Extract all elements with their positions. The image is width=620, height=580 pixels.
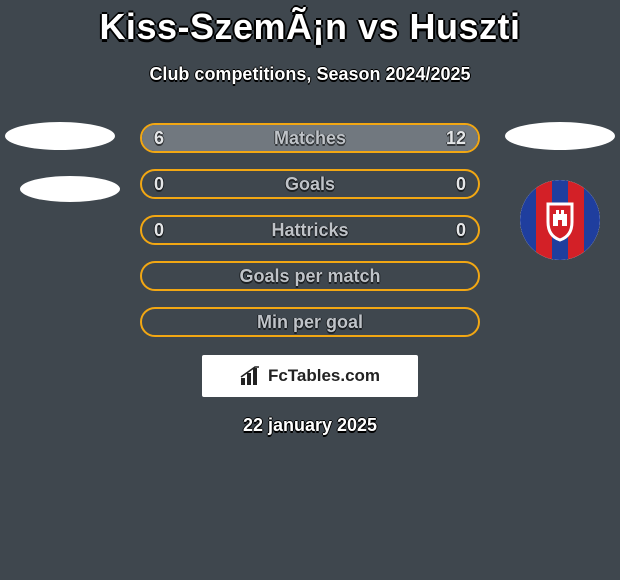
bar-chart-icon	[240, 366, 262, 386]
player-left-ellipse-2	[20, 176, 120, 202]
stat-label: Goals	[142, 171, 478, 197]
stat-value-left: 0	[154, 217, 164, 243]
brand-box: FcTables.com	[202, 355, 418, 397]
player-right-ellipse-1	[505, 122, 615, 150]
infographic-stage: Kiss-SzemÃ¡n vs Huszti Club competitions…	[0, 0, 620, 580]
player-left-ellipse-1	[5, 122, 115, 150]
stat-row: Matches6 12	[140, 123, 480, 153]
stat-value-right: 12	[446, 125, 466, 151]
stat-row: Goals0 0	[140, 169, 480, 199]
stat-row: Hattricks0 0	[140, 215, 480, 245]
club-badge	[520, 180, 600, 260]
subtitle: Club competitions, Season 2024/2025	[0, 64, 620, 85]
stat-label: Hattricks	[142, 217, 478, 243]
stat-value-left: 0	[154, 171, 164, 197]
stat-label: Min per goal	[142, 309, 478, 335]
page-title: Kiss-SzemÃ¡n vs Huszti	[0, 0, 620, 48]
brand-text: FcTables.com	[268, 366, 380, 386]
date-text: 22 january 2025	[0, 415, 620, 436]
stat-value-right: 0	[456, 171, 466, 197]
club-badge-svg	[520, 180, 600, 260]
stat-label: Matches	[142, 125, 478, 151]
stat-label: Goals per match	[142, 263, 478, 289]
stat-row: Goals per match	[140, 261, 480, 291]
stat-value-right: 0	[456, 217, 466, 243]
stat-value-left: 6	[154, 125, 164, 151]
stat-row: Min per goal	[140, 307, 480, 337]
